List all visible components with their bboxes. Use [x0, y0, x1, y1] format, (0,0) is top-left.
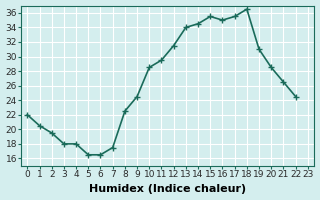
X-axis label: Humidex (Indice chaleur): Humidex (Indice chaleur)	[89, 184, 246, 194]
